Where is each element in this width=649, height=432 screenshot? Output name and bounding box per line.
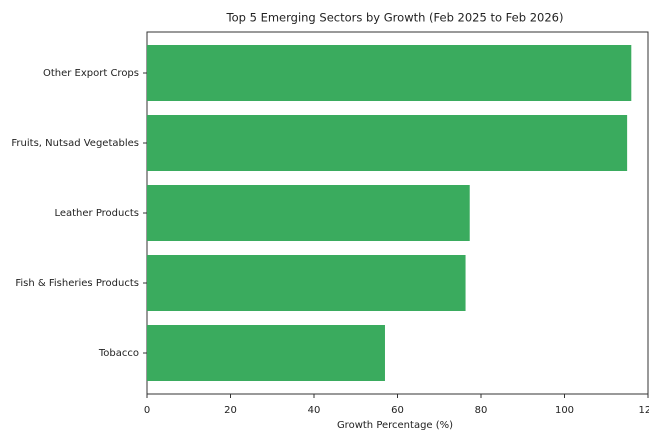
y-tick-label: Tobacco [98, 348, 139, 359]
x-tick-label: 80 [475, 405, 488, 416]
bar [147, 185, 470, 241]
x-tick-label: 20 [224, 405, 237, 416]
y-tick-label: Fruits, Nutsad Vegetables [11, 138, 139, 149]
bar [147, 115, 628, 171]
y-tick-label: Leather Products [54, 208, 139, 219]
x-tick-label: 0 [144, 405, 150, 416]
bar [147, 255, 466, 311]
y-tick-label: Other Export Crops [43, 68, 139, 79]
x-tick-label: 40 [308, 405, 321, 416]
x-tick-label: 120 [638, 405, 649, 416]
y-tick-label: Fish & Fisheries Products [15, 278, 139, 289]
x-axis-label: Growth Percentage (%) [337, 420, 453, 431]
x-tick-label: 100 [555, 405, 574, 416]
chart-title: Top 5 Emerging Sectors by Growth (Feb 20… [226, 11, 564, 25]
bar [147, 45, 632, 101]
bar [147, 325, 385, 381]
x-tick-label: 60 [391, 405, 404, 416]
